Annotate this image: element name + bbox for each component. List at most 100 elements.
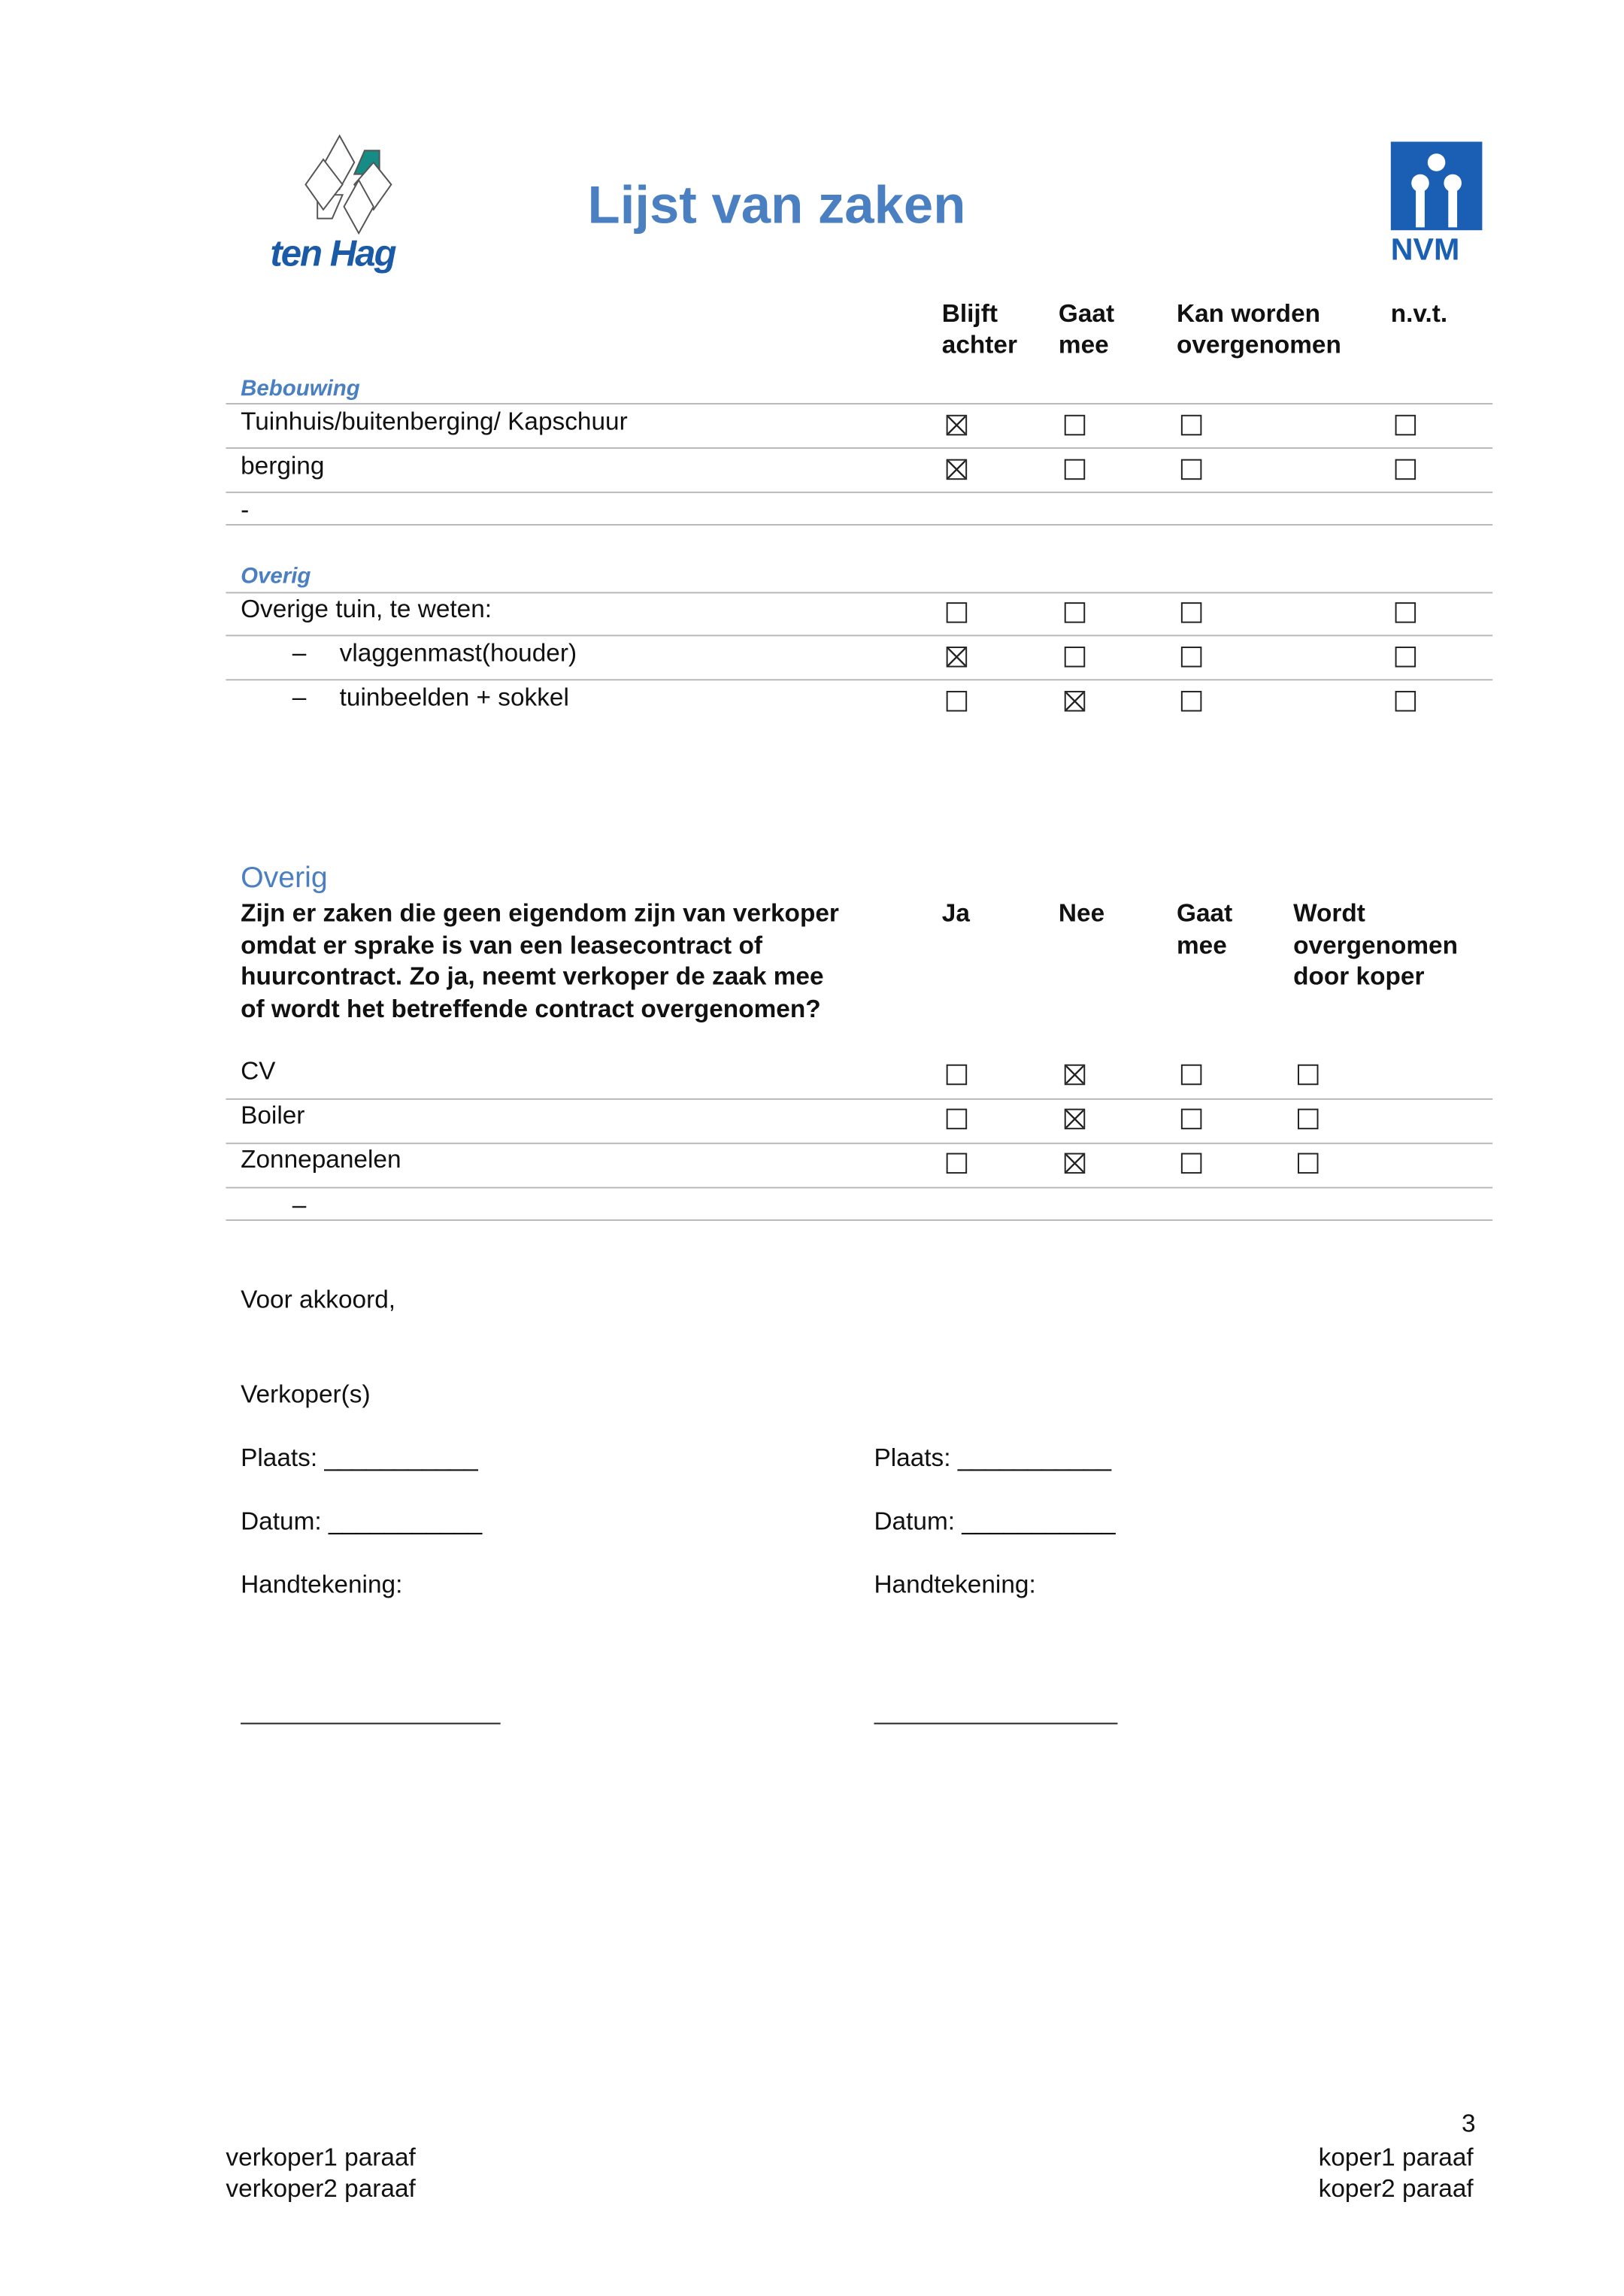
column-header: mee <box>1176 931 1227 959</box>
checkbox[interactable] <box>1180 1153 1202 1174</box>
checkbox-checked[interactable] <box>1064 1108 1086 1130</box>
seller-signature-line[interactable] <box>241 1722 501 1725</box>
nvm-emblem-icon <box>1390 141 1483 231</box>
column-header: n.v.t. <box>1390 299 1448 328</box>
row-label: – <box>292 1191 307 1219</box>
buyer-place-field[interactable]: Plaats: ___________ <box>874 1442 1111 1473</box>
column-header: Ja <box>941 898 970 928</box>
checkbox[interactable] <box>1180 1064 1202 1086</box>
row-divider <box>226 592 1493 594</box>
row-label: berging <box>241 451 325 480</box>
row-divider <box>226 1186 1493 1189</box>
checkbox[interactable] <box>946 1153 968 1174</box>
checkbox[interactable] <box>1395 690 1416 712</box>
agree-label: Voor akkoord, <box>241 1286 396 1314</box>
checkbox[interactable] <box>1064 602 1086 623</box>
buyer-signature-line[interactable] <box>874 1722 1118 1725</box>
row-divider <box>226 403 1493 405</box>
checkbox[interactable] <box>1180 414 1202 436</box>
question-text: huurcontract. Zo ja, neemt verkoper de z… <box>241 962 824 991</box>
checkbox-checked[interactable] <box>946 414 968 436</box>
checkbox[interactable] <box>1180 459 1202 480</box>
column-header: Nee <box>1058 898 1105 928</box>
checkbox[interactable] <box>1395 414 1416 436</box>
column-header: Gaat <box>1176 898 1233 928</box>
column-header: mee <box>1058 330 1109 359</box>
seller-place-field[interactable]: Plaats: ___________ <box>241 1442 478 1473</box>
column-header: Wordt <box>1293 898 1365 928</box>
question-text: of wordt het betreffende contract overge… <box>241 994 821 1022</box>
row-divider <box>226 635 1493 637</box>
buyer-signature-label: Handtekening: <box>874 1571 1036 1599</box>
checkbox[interactable] <box>1298 1153 1319 1174</box>
checkbox-checked[interactable] <box>1064 1064 1086 1086</box>
row-label: Zonnepanelen <box>241 1145 401 1174</box>
row-label: CV <box>241 1056 276 1086</box>
bullet: – <box>292 683 307 712</box>
checkbox[interactable] <box>1298 1108 1319 1130</box>
date-blank: ___________ <box>328 1507 483 1536</box>
column-header: Kan worden <box>1176 299 1321 328</box>
ten-hag-logo: ten Hag <box>265 133 428 280</box>
date-label: Datum: <box>874 1507 956 1536</box>
row-label: - <box>241 495 250 525</box>
checkbox[interactable] <box>946 1064 968 1086</box>
checkbox[interactable] <box>1180 690 1202 712</box>
place-blank: ___________ <box>324 1443 478 1472</box>
column-header: Gaat <box>1058 299 1115 328</box>
column-header: achter <box>941 330 1017 359</box>
row-divider <box>226 447 1493 449</box>
column-header: Blijft <box>941 299 998 328</box>
row-label: vlaggenmast(houder) <box>339 639 577 668</box>
row-divider <box>226 1219 1493 1221</box>
checkbox[interactable] <box>1064 459 1086 480</box>
row-label: Overige tuin, te weten: <box>241 595 492 623</box>
row-divider <box>226 491 1493 493</box>
page-title: Lijst van zaken <box>587 174 966 235</box>
seller-signature-label: Handtekening: <box>241 1571 403 1599</box>
question-text: Zijn er zaken die geen eigendom zijn van… <box>241 898 839 928</box>
checkbox[interactable] <box>1395 647 1416 668</box>
row-divider <box>226 1098 1493 1100</box>
checkbox[interactable] <box>946 1108 968 1130</box>
checkbox[interactable] <box>1064 647 1086 668</box>
page-number: 3 <box>1461 2109 1476 2138</box>
column-header: door koper <box>1293 962 1425 991</box>
checkbox-checked[interactable] <box>1064 690 1086 712</box>
buyer-date-field[interactable]: Datum: ___________ <box>874 1506 1115 1537</box>
column-header: overgenomen <box>1293 931 1459 959</box>
place-blank: ___________ <box>957 1443 1112 1472</box>
checkbox[interactable] <box>946 690 968 712</box>
pinwheel-logo-icon <box>304 134 392 235</box>
nvm-logo: NVM <box>1390 141 1486 269</box>
seller2-initials: verkoper2 paraaf <box>226 2174 416 2203</box>
checkbox[interactable] <box>1180 647 1202 668</box>
section-title: Overig <box>241 564 311 589</box>
checkbox[interactable] <box>1064 414 1086 436</box>
row-label: Tuinhuis/buitenberging/ Kapschuur <box>241 407 628 436</box>
row-label: Boiler <box>241 1101 305 1130</box>
checkbox[interactable] <box>1180 1108 1202 1130</box>
column-header: overgenomen <box>1176 330 1341 359</box>
section-title: Overig <box>241 862 328 895</box>
sellers-label: Verkoper(s) <box>241 1380 371 1409</box>
place-label: Plaats: <box>874 1443 951 1472</box>
checkbox-checked[interactable] <box>946 647 968 668</box>
buyer2-initials: koper2 paraaf <box>1318 2174 1474 2203</box>
question-text: omdat er sprake is van een leasecontract… <box>241 931 762 959</box>
row-label: tuinbeelden + sokkel <box>339 683 569 712</box>
section-title: Bebouwing <box>241 376 360 402</box>
checkbox[interactable] <box>1395 459 1416 480</box>
checkbox[interactable] <box>1298 1064 1319 1086</box>
checkbox[interactable] <box>946 602 968 623</box>
nvm-logo-text: NVM <box>1390 233 1460 268</box>
seller-date-field[interactable]: Datum: ___________ <box>241 1506 482 1537</box>
checkbox-checked[interactable] <box>1064 1153 1086 1174</box>
checkbox-checked[interactable] <box>946 459 968 480</box>
checkbox[interactable] <box>1180 602 1202 623</box>
date-blank: ___________ <box>962 1507 1116 1536</box>
checkbox[interactable] <box>1395 602 1416 623</box>
row-divider <box>226 679 1493 681</box>
bullet: – <box>292 639 307 668</box>
